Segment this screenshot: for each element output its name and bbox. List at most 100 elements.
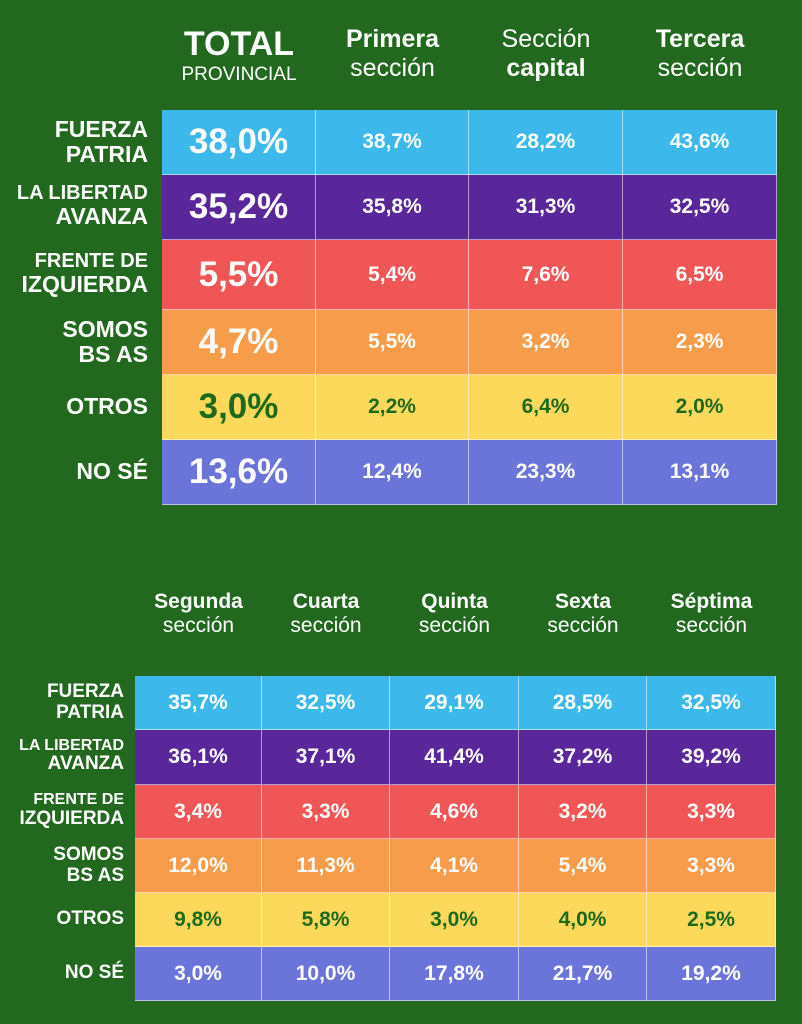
data-cell: 5,4% <box>519 839 647 893</box>
data-cell: 38,7% <box>316 110 469 175</box>
row-label: SOMOS BS AS <box>62 316 148 368</box>
data-cell: 11,3% <box>262 839 390 893</box>
data-cell: 41,4% <box>390 730 519 785</box>
data-cell: 10,0% <box>262 947 390 1001</box>
row-label-line2: PATRIA <box>65 141 148 168</box>
column-header-line2: PROVINCIAL <box>181 64 297 86</box>
column-header: Tercera sección <box>623 25 777 83</box>
row-label: FRENTE DE IZQUIERDA <box>22 250 149 297</box>
data-cell: 4,6% <box>390 785 519 839</box>
data-cell: 37,1% <box>262 730 390 785</box>
data-cell: 35,8% <box>316 175 469 240</box>
data-cell: 28,2% <box>469 110 623 175</box>
column-header-line2: sección <box>418 614 491 638</box>
row-label: FRENTE DE IZQUIERDA <box>20 791 125 829</box>
row-label-line1: SOMOS <box>53 844 124 866</box>
column-header-line1: Cuarta <box>292 590 360 613</box>
column-header: Sección capital <box>469 25 623 83</box>
row-label-line1: FRENTE DE <box>34 249 148 272</box>
column-header-line2: sección <box>675 614 748 638</box>
data-cell: 6,4% <box>469 375 623 440</box>
data-cell: 3,2% <box>519 785 647 839</box>
row-label-line1: FRENTE DE <box>33 791 124 809</box>
data-cell: 2,3% <box>623 310 777 375</box>
column-header: Primera sección <box>316 25 469 83</box>
column-header: TOTAL PROVINCIAL <box>162 25 316 86</box>
data-cell: 3,3% <box>647 839 776 893</box>
row-label-line1: FUERZA <box>46 681 124 703</box>
row-label-line1: LA LIBERTAD <box>16 182 148 205</box>
data-cell: 4,0% <box>519 893 647 947</box>
column-header-line1: Sexta <box>554 590 612 613</box>
column-header-line1: Sección <box>501 25 591 53</box>
row-label-line2: AVANZA <box>55 203 148 230</box>
data-cell: 3,3% <box>647 785 776 839</box>
data-cell: 29,1% <box>390 676 519 730</box>
column-header-line1: Primera <box>345 25 440 53</box>
data-cell: 3,2% <box>469 310 623 375</box>
data-cell: 43,6% <box>623 110 777 175</box>
data-cell: 5,5% <box>316 310 469 375</box>
data-cell: 32,5% <box>262 676 390 730</box>
data-cell: 36,1% <box>135 730 262 785</box>
data-cell: 12,0% <box>135 839 262 893</box>
row-label: FUERZA PATRIA <box>46 681 124 724</box>
row-label: SOMOS BS AS <box>53 844 124 887</box>
row-label-line2: IZQUIERDA <box>21 270 149 297</box>
data-cell: 37,2% <box>519 730 647 785</box>
data-cell: 9,8% <box>135 893 262 947</box>
row-label-line1: NO SÉ <box>76 457 148 484</box>
data-cell: 19,2% <box>647 947 776 1001</box>
data-cell: 32,5% <box>647 676 776 730</box>
row-label: LA LIBERTAD AVANZA <box>19 737 124 775</box>
data-cell: 39,2% <box>647 730 776 785</box>
column-header-line1: Segunda <box>154 590 243 613</box>
column-header: Sexta sección <box>519 590 647 638</box>
column-header-line1: TOTAL <box>183 25 295 63</box>
row-label-line1: LA LIBERTAD <box>19 736 124 754</box>
column-header-line2: capital <box>506 53 586 82</box>
column-header-line2: sección <box>290 614 362 638</box>
column-header-line2: sección <box>547 614 619 638</box>
data-cell: 12,4% <box>316 440 469 505</box>
column-header-line2: sección <box>657 53 743 82</box>
row-label: OTROS <box>66 392 148 419</box>
data-cell: 2,5% <box>647 893 776 947</box>
column-header-line1: Séptima <box>670 590 753 613</box>
row-label-line2: BS AS <box>78 341 148 368</box>
column-header: Séptima sección <box>647 590 776 638</box>
row-label-line1: NO SÉ <box>64 961 124 983</box>
data-cell: 3,3% <box>262 785 390 839</box>
row-label-line2: BS AS <box>66 864 124 886</box>
row-label-line2: AVANZA <box>47 753 124 775</box>
data-cell: 4,7% <box>162 310 316 375</box>
row-label: OTROS <box>56 907 124 930</box>
column-header: Segunda sección <box>135 590 262 638</box>
column-header: Cuarta sección <box>262 590 390 638</box>
data-cell: 2,0% <box>623 375 777 440</box>
data-cell: 5,8% <box>262 893 390 947</box>
row-label: NO SÉ <box>64 961 124 984</box>
column-header-line1: Quinta <box>421 590 488 613</box>
row-label-line2: PATRIA <box>56 701 124 723</box>
data-cell: 4,1% <box>390 839 519 893</box>
column-header: Quinta sección <box>390 590 519 638</box>
row-label-line1: OTROS <box>56 907 124 929</box>
data-cell: 13,6% <box>162 440 316 505</box>
row-label: NO SÉ <box>76 457 148 484</box>
data-cell: 3,0% <box>162 375 316 440</box>
data-cell: 17,8% <box>390 947 519 1001</box>
data-cell: 6,5% <box>623 240 777 310</box>
data-cell: 32,5% <box>623 175 777 240</box>
data-cell: 3,0% <box>390 893 519 947</box>
row-label-line1: OTROS <box>66 392 148 419</box>
data-cell: 31,3% <box>469 175 623 240</box>
data-cell: 3,0% <box>135 947 262 1001</box>
data-cell: 5,5% <box>162 240 316 310</box>
data-cell: 21,7% <box>519 947 647 1001</box>
data-cell: 13,1% <box>623 440 777 505</box>
data-cell: 7,6% <box>469 240 623 310</box>
row-label: LA LIBERTAD AVANZA <box>17 182 148 229</box>
row-label-line1: SOMOS <box>62 316 148 343</box>
data-cell: 28,5% <box>519 676 647 730</box>
